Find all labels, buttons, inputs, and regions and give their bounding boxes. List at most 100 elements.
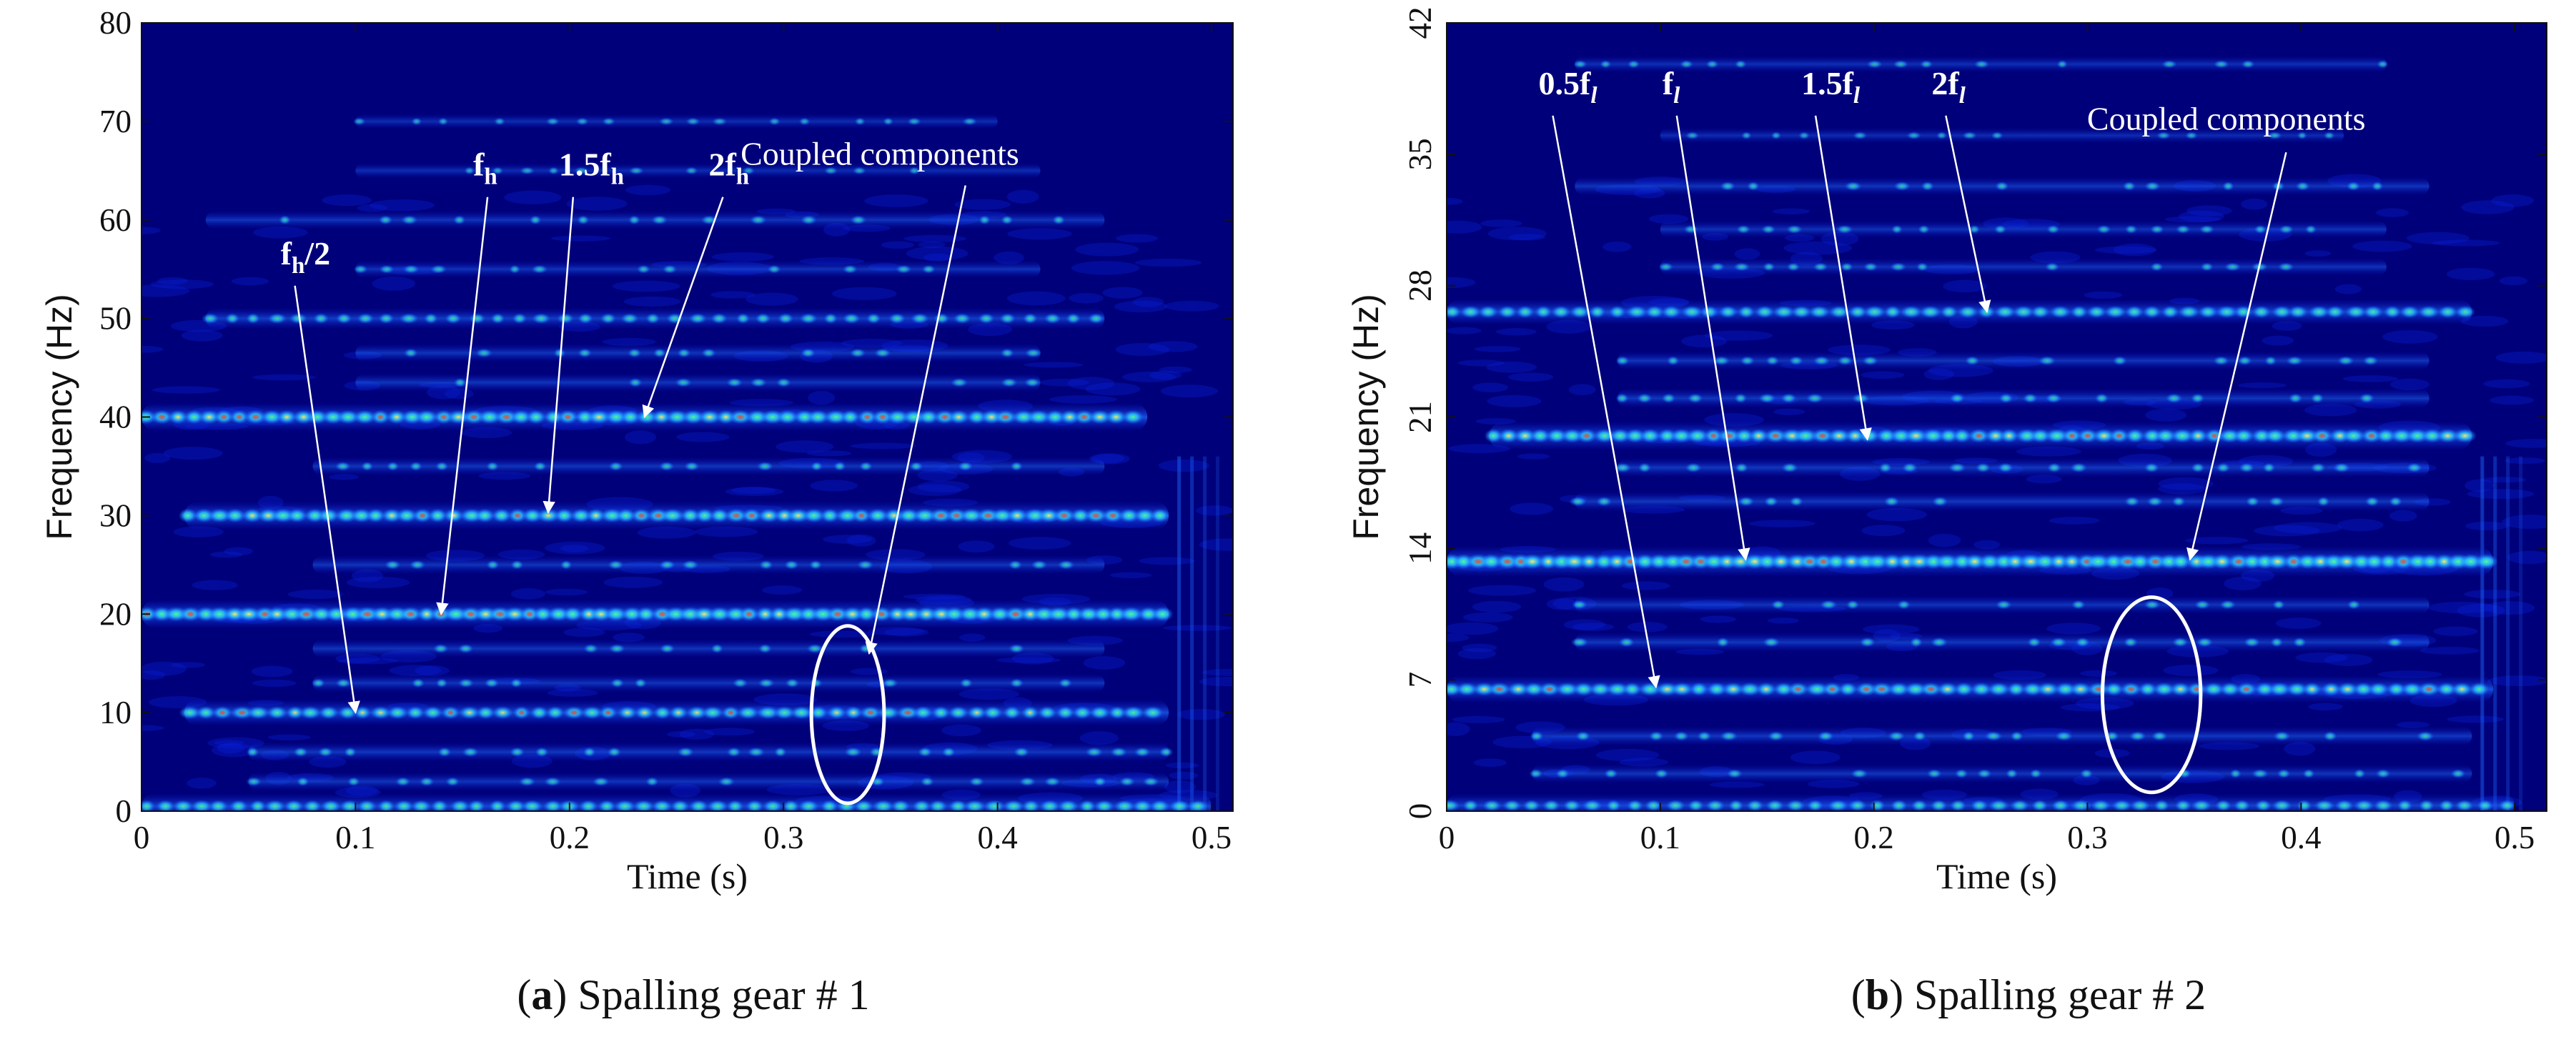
spectral-spot <box>1878 462 1892 473</box>
spectral-spot <box>457 644 474 653</box>
spectral-spot <box>249 800 266 811</box>
spectral-spot <box>2364 554 2385 570</box>
spectral-spot <box>533 461 547 471</box>
spectral-spot <box>1516 305 1535 319</box>
spectral-spot <box>1950 799 1966 811</box>
spectral-spot <box>411 678 425 688</box>
texture-blob <box>2334 284 2362 294</box>
spectral-spot <box>2389 496 2402 507</box>
spectral-spot <box>608 461 623 471</box>
y-tick-label: 80 <box>99 5 132 41</box>
spectral-spot <box>1837 356 1853 366</box>
spectral-spot <box>430 264 447 274</box>
texture-blob <box>1447 622 1499 635</box>
spectral-spot <box>1968 224 1981 234</box>
texture-blob <box>831 287 897 300</box>
spectral-spot <box>1738 496 1755 507</box>
spectral-spot <box>510 678 522 688</box>
spectral-spot <box>1688 393 1703 404</box>
spectral-spot <box>409 560 426 570</box>
spectral-spot <box>2111 799 2132 811</box>
spectral-spot <box>1728 799 1744 811</box>
spectral-spot <box>492 705 513 720</box>
spectral-spot <box>462 747 479 758</box>
texture-blob <box>2419 647 2480 655</box>
spectral-spot <box>1916 262 1928 272</box>
spectral-spot <box>1770 600 1785 610</box>
spectral-spot <box>680 508 700 523</box>
texture-blob <box>1772 208 1810 215</box>
spectral-spot <box>2045 428 2069 443</box>
spectral-spot <box>1071 508 1090 523</box>
spectral-spot <box>1149 800 1170 811</box>
spectral-spot <box>811 461 823 471</box>
texture-blob <box>550 235 611 242</box>
spectral-spot <box>616 508 636 523</box>
spectral-spot <box>1637 393 1653 404</box>
spectral-spot <box>850 215 867 225</box>
spectral-spot <box>344 747 357 758</box>
spectral-spot <box>545 117 560 126</box>
spectral-spot <box>928 800 948 811</box>
x-tick-label: 0.2 <box>550 820 590 855</box>
texture-blob <box>1122 372 1176 382</box>
spectral-spot <box>1931 637 1948 647</box>
spectral-spot <box>1785 799 1805 811</box>
spectral-spot <box>1851 769 1868 778</box>
texture-blob <box>187 778 217 789</box>
spectral-spot <box>2368 682 2389 696</box>
spectral-spot <box>394 800 414 811</box>
texture-blob <box>1468 585 1537 596</box>
spectral-spot <box>194 508 214 523</box>
spectral-spot <box>2399 305 2419 319</box>
frequency-band <box>355 343 1041 362</box>
spectral-spot <box>1142 777 1159 787</box>
spectral-spot <box>518 777 536 787</box>
texture-blob <box>762 585 803 595</box>
texture-blob <box>1049 395 1117 404</box>
spectral-spot <box>1838 682 1857 696</box>
texture-blob <box>1165 762 1199 769</box>
spectral-spot <box>653 705 671 720</box>
spectral-spot <box>824 410 848 425</box>
spectral-spot <box>548 606 570 622</box>
texture-blob <box>2352 240 2412 252</box>
spectral-spot <box>1949 393 1965 404</box>
spectral-spot <box>225 313 239 324</box>
texture-blob <box>142 661 187 676</box>
texture-blob <box>2295 652 2348 663</box>
spectral-spot <box>1798 132 1810 139</box>
spectral-spot <box>911 313 929 324</box>
spectral-spot <box>293 747 308 758</box>
x-tick-label: 0 <box>134 820 150 855</box>
spectral-spot <box>1963 554 1986 570</box>
texture-blob <box>357 204 387 212</box>
panel-caption: (b) Spalling gear # 2 <box>1851 971 2206 1018</box>
spectral-spot <box>1940 305 1958 319</box>
spectral-spot <box>387 410 407 425</box>
texture-blob <box>1861 371 1905 379</box>
texture-blob <box>1563 619 1605 630</box>
annotation-label: fl <box>1663 65 1680 109</box>
spectral-spot <box>707 800 728 811</box>
spectral-spot <box>984 800 1006 811</box>
spectral-spot <box>2254 799 2272 811</box>
texture-blob <box>1008 537 1071 550</box>
spectral-spot <box>599 705 618 720</box>
spectral-spot <box>2055 682 2076 696</box>
spectral-spot <box>1645 305 1664 319</box>
spectral-spot <box>907 117 921 126</box>
spectral-spot <box>1473 682 1495 696</box>
spectral-spot <box>312 678 325 688</box>
spectral-spot <box>768 117 781 126</box>
spectral-spot <box>412 508 432 523</box>
x-axis-title: Time (s) <box>1936 856 2057 896</box>
spectral-spot <box>1913 731 1926 741</box>
spectral-spot <box>1765 356 1780 366</box>
x-tick-label: 0 <box>1439 820 1455 855</box>
spectral-spot <box>319 705 339 720</box>
spectral-spot <box>685 167 698 175</box>
texture-blob <box>214 740 244 746</box>
spectral-spot <box>279 215 291 225</box>
